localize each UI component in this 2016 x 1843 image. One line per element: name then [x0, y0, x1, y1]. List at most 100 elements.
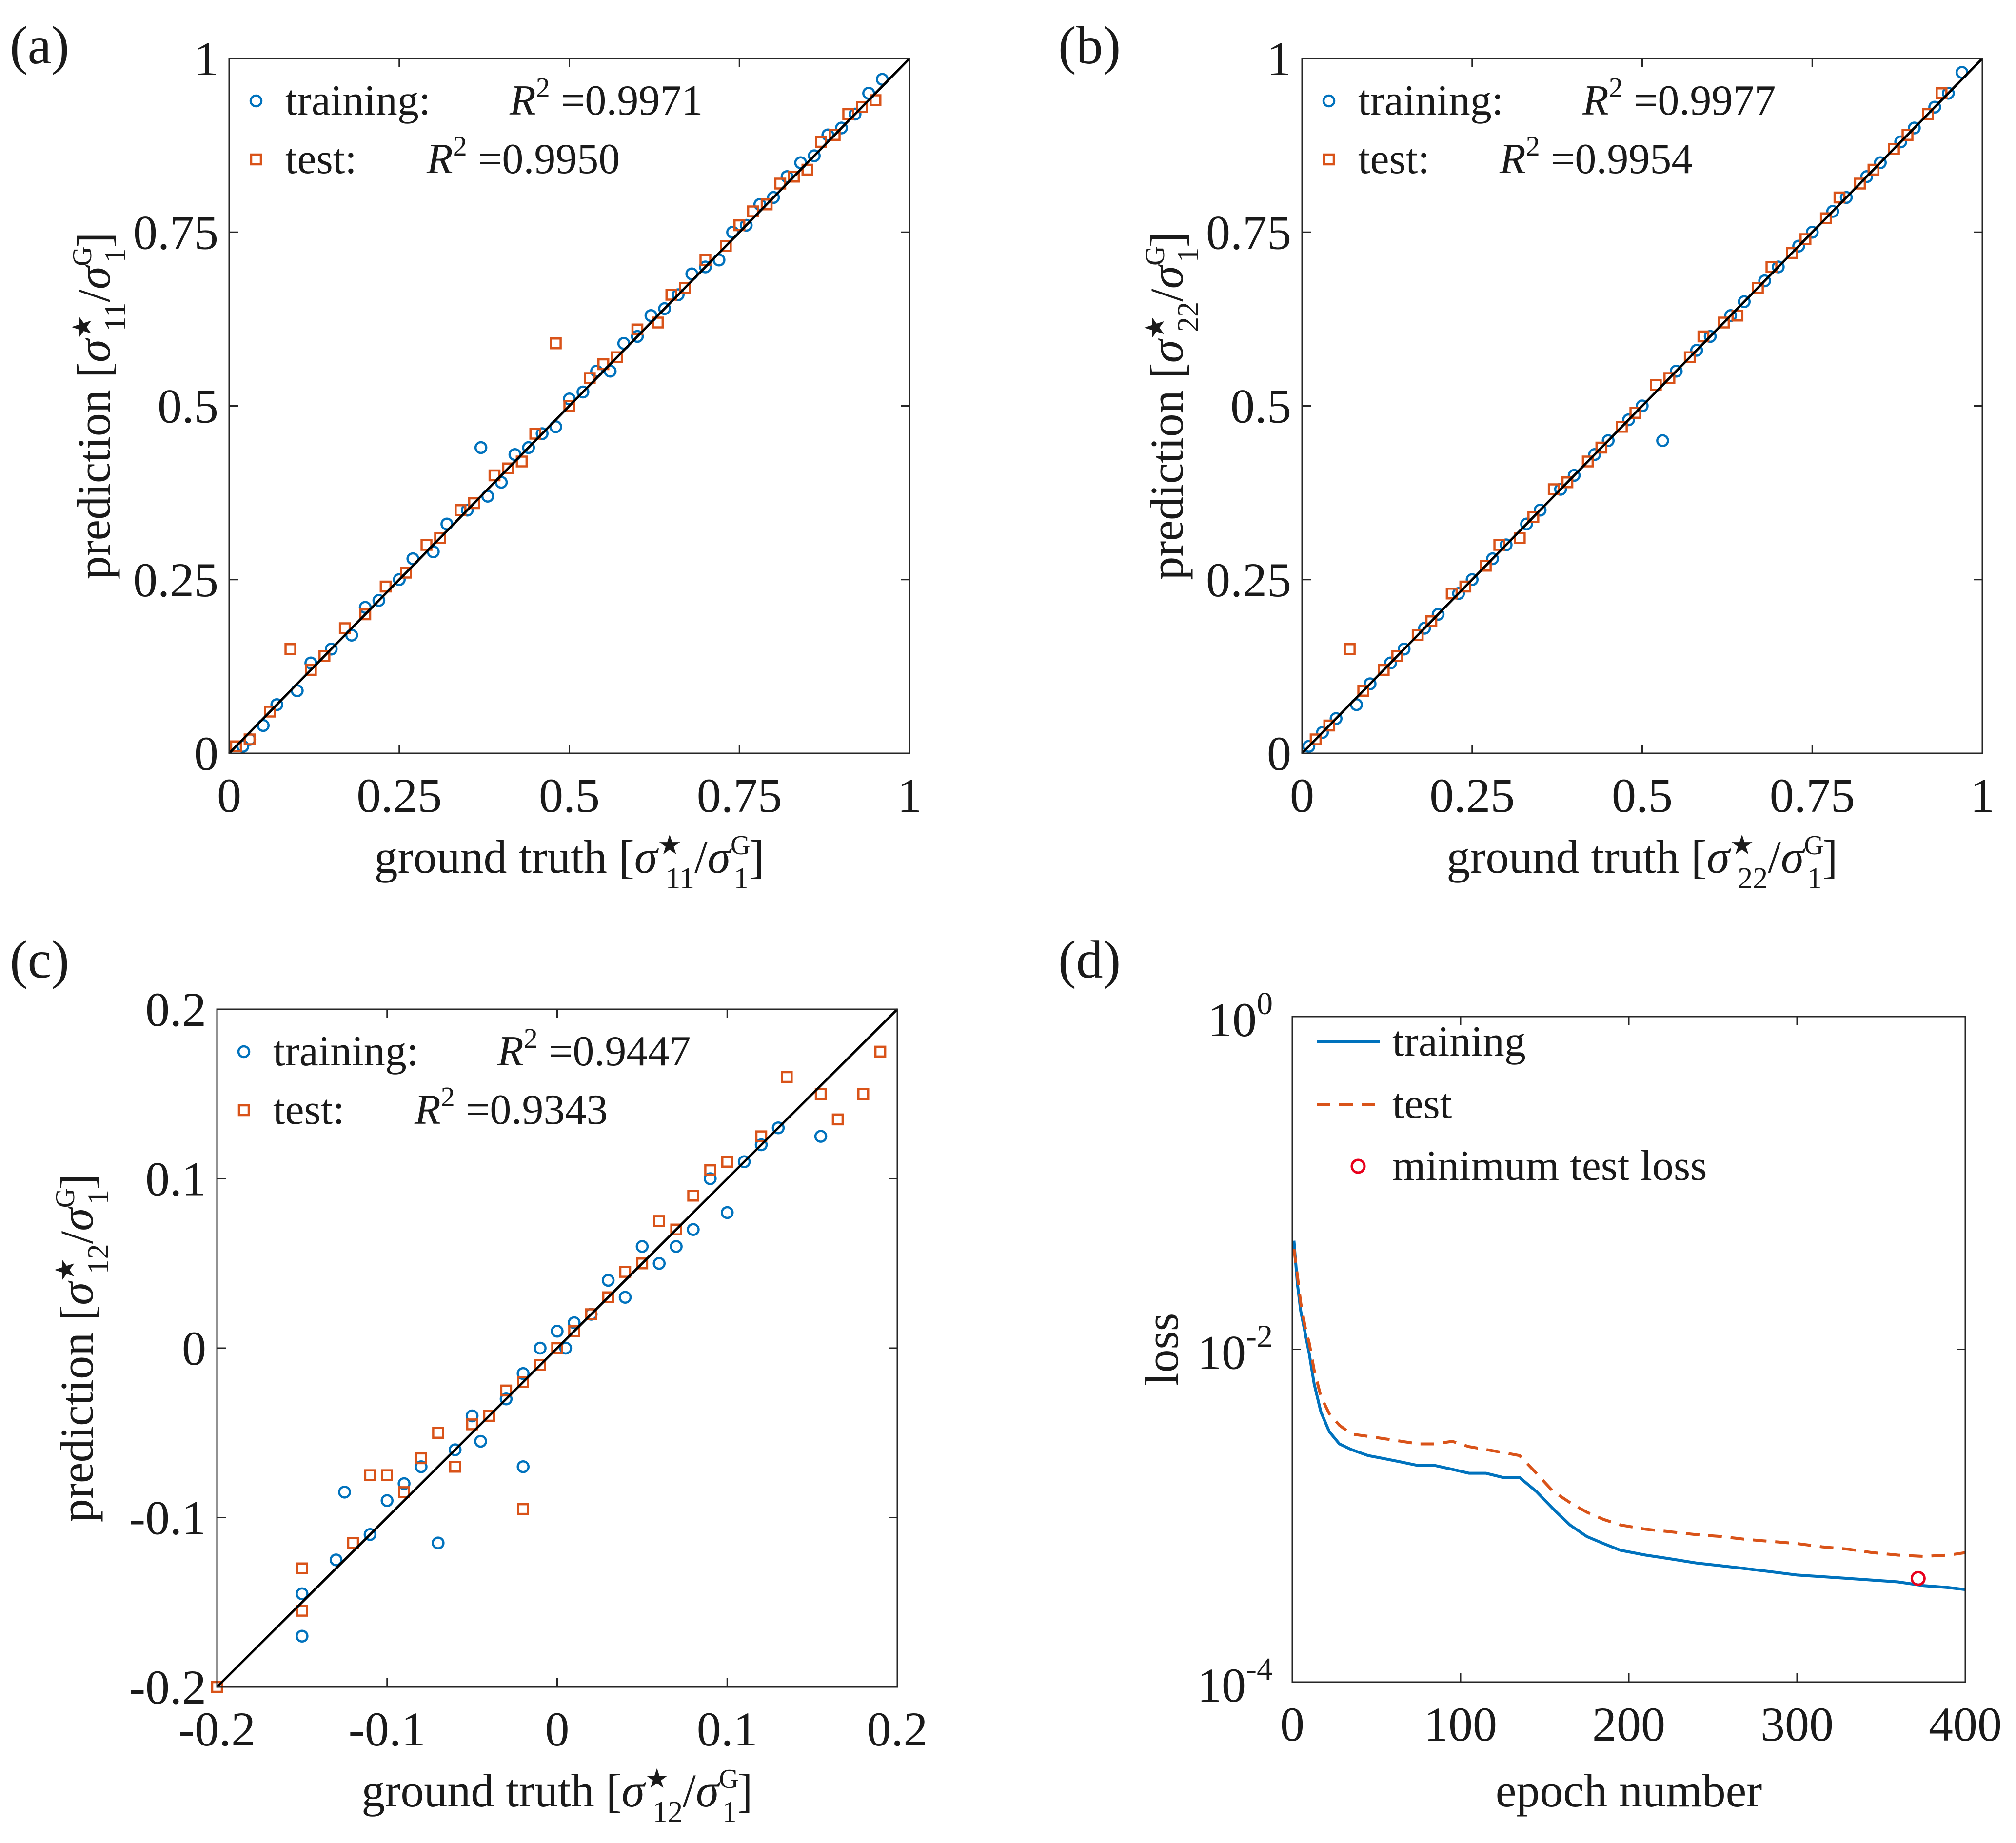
legend-marker [237, 1045, 251, 1059]
training-point [535, 427, 549, 440]
training-point [296, 1629, 309, 1643]
training-point [465, 1409, 479, 1423]
y-tick-label: 1 [1267, 32, 1291, 86]
training-point [601, 1274, 615, 1287]
y-tick-label: 0.1 [145, 1152, 206, 1206]
test-point [1514, 532, 1526, 544]
training-point [652, 1257, 666, 1270]
x-tick-label: -0.1 [349, 1702, 426, 1756]
test-point [1561, 476, 1574, 489]
x-tick-label: 0.25 [356, 768, 442, 823]
test-point [338, 622, 351, 634]
test-point [230, 740, 242, 752]
training-point [1690, 344, 1703, 357]
legend: training: R2 =0.9447 test: R2 =0.9343 [237, 1022, 691, 1134]
test-point [379, 580, 392, 593]
training-point [1398, 643, 1411, 656]
training-point [1588, 448, 1601, 461]
training-point [1928, 100, 1941, 114]
y-axis-label-text: loss [1136, 1313, 1188, 1386]
training-point [1703, 330, 1717, 343]
test-point [1527, 511, 1540, 523]
x-tick-label: 300 [1760, 1697, 1834, 1751]
training-point [1894, 135, 1907, 149]
test-point [1629, 407, 1641, 419]
training-point [737, 1155, 751, 1168]
x-axis-label: epoch number [1496, 1765, 1762, 1817]
legend-r2: R2 =0.9977 [1582, 72, 1776, 124]
training-point [432, 1536, 445, 1549]
x-tick-label: 0.25 [1429, 768, 1515, 823]
test-point [584, 372, 596, 384]
test-point [829, 129, 841, 141]
legend-label: test [1392, 1080, 1452, 1128]
legend-r2: R2 =0.9971 [509, 72, 703, 124]
training-point [397, 1477, 411, 1490]
test-point [1493, 539, 1505, 551]
panel-b: (b) 0 0.25 0.5 0.75 1 0 0.25 0.5 0.75 1 ground trut… [1058, 16, 1995, 895]
test-point [1650, 379, 1662, 391]
test-point [284, 643, 296, 655]
training-point [461, 504, 474, 517]
x-tick-label: 0.75 [1770, 768, 1855, 823]
training-point [635, 1240, 649, 1253]
training-point [1431, 608, 1445, 621]
y-tick-label: 1 [194, 32, 218, 86]
test-point [1378, 664, 1390, 676]
test-point [597, 358, 610, 371]
training-point [576, 385, 590, 399]
data-points [211, 1045, 887, 1693]
minimum-test-loss-marker [1910, 1570, 1926, 1586]
training-point [1418, 622, 1431, 635]
training-point [1554, 483, 1567, 496]
training-point [1826, 205, 1839, 218]
panel-label: (d) [1058, 930, 1121, 989]
training-point [568, 1316, 581, 1330]
test-point [788, 171, 800, 183]
test-point [814, 1088, 827, 1100]
test-point [699, 254, 712, 266]
training-point [658, 302, 672, 315]
training-point [687, 1223, 700, 1236]
test-point [264, 706, 276, 718]
legend: training: R2 =0.9971 test: R2 =0.9950 [249, 72, 703, 183]
test-point [296, 1562, 308, 1574]
test-point [415, 1452, 427, 1465]
y-tick-label: 10-4 [1197, 1651, 1273, 1712]
training-point [1792, 239, 1805, 253]
y-tick-label: -0.2 [129, 1660, 206, 1714]
training-point [1636, 399, 1649, 412]
training-point [516, 1367, 530, 1380]
legend-r2: R2 =0.9447 [497, 1022, 691, 1075]
test-point [455, 504, 467, 516]
test-point [856, 101, 868, 113]
y-tick-label: 10-2 [1197, 1319, 1273, 1380]
x-tick-label: 0 [217, 768, 241, 823]
x-axis-label-text: ground truth [σ★ 22/σG 1] [1446, 830, 1838, 895]
test-point [398, 1486, 410, 1498]
legend: training test minimum test loss [1317, 1018, 1707, 1190]
training-point [1806, 226, 1819, 239]
x-tick-label: 0 [545, 1702, 570, 1756]
test-point [747, 205, 759, 217]
legend-marker [250, 153, 262, 166]
legend-r2: R2 =0.9343 [414, 1081, 608, 1134]
test-point [364, 1469, 376, 1481]
training-point [499, 1392, 513, 1406]
training-point [1738, 295, 1751, 308]
legend-marker [1323, 153, 1335, 166]
legend-label: training: [285, 77, 431, 124]
panel-c: (c) -0.2 -0.1 0 0.1 0.2 -0.2 -0.1 0 0.1 0.2 ground … [10, 930, 928, 1829]
training-point [767, 191, 780, 204]
test-point [488, 469, 501, 482]
test-point [517, 1503, 529, 1515]
training-point [1384, 656, 1397, 669]
test-point [1697, 330, 1710, 343]
x-tick-label: 0 [1290, 768, 1314, 823]
test-point [636, 1257, 649, 1270]
test-point [652, 316, 664, 329]
test-point [500, 1384, 513, 1397]
training-point [1758, 274, 1771, 288]
x-tick-label: -0.2 [178, 1702, 256, 1756]
